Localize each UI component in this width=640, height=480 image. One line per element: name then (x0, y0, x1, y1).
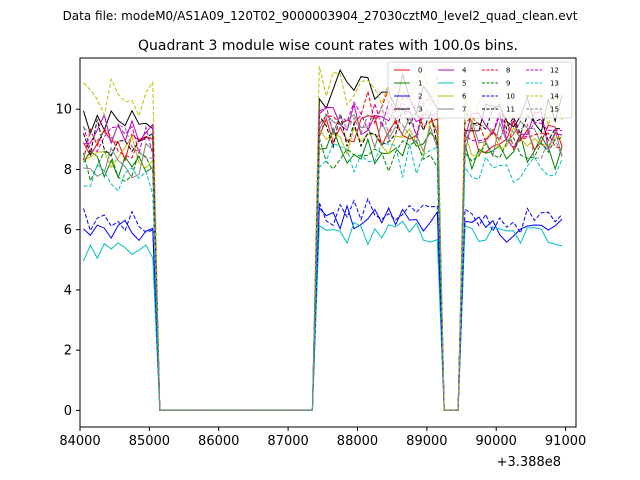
x-tick-label-90000: 90000 (476, 434, 517, 449)
legend-label-9: 9 (506, 80, 510, 88)
y-tick-label-10: 10 (55, 103, 72, 118)
y-tick-label-2: 2 (64, 344, 72, 359)
y-tick-label-0: 0 (64, 404, 72, 419)
series-line-9 (83, 137, 563, 411)
legend-label-5: 5 (462, 80, 466, 88)
y-tick-label-6: 6 (64, 223, 72, 238)
x-tick-label-85000: 85000 (129, 434, 170, 449)
x-tick-label-88000: 88000 (337, 434, 378, 449)
legend-label-13: 13 (550, 80, 559, 88)
legend-label-3: 3 (418, 106, 422, 114)
legend-label-10: 10 (506, 93, 515, 101)
legend-label-1: 1 (418, 80, 422, 88)
legend-label-11: 11 (506, 106, 515, 114)
y-tick-label-8: 8 (64, 163, 72, 178)
legend-label-4: 4 (462, 67, 467, 75)
x-tick-label-89000: 89000 (406, 434, 447, 449)
legend-label-6: 6 (462, 93, 467, 101)
chart-title: Quadrant 3 module wise count rates with … (138, 38, 518, 54)
x-tick-label-91000: 91000 (545, 434, 586, 449)
legend-label-0: 0 (418, 67, 422, 75)
series-line-15 (83, 104, 563, 411)
data-file-suptitle: Data file: modeM0/AS1A09_120T02_90000039… (63, 9, 578, 23)
legend-label-12: 12 (550, 67, 559, 75)
axes: 84000 85000 86000 87000 88000 89000 90000 91000… (55, 57, 586, 449)
x-offset-label: +3.388e8 (497, 455, 561, 470)
x-tick-label-87000: 87000 (267, 434, 308, 449)
axes-frame (79, 57, 577, 428)
legend-label-14: 14 (550, 93, 559, 101)
x-tick-label-86000: 86000 (198, 434, 239, 449)
legend-label-8: 8 (506, 67, 510, 75)
legend-label-15: 15 (550, 106, 559, 114)
legend-label-2: 2 (418, 93, 422, 101)
y-tick-label-4: 4 (64, 283, 72, 298)
legend-box (387, 61, 573, 119)
x-tick-label-84000: 84000 (59, 434, 100, 449)
plot-area (83, 63, 563, 411)
legend-label-7: 7 (462, 106, 466, 114)
